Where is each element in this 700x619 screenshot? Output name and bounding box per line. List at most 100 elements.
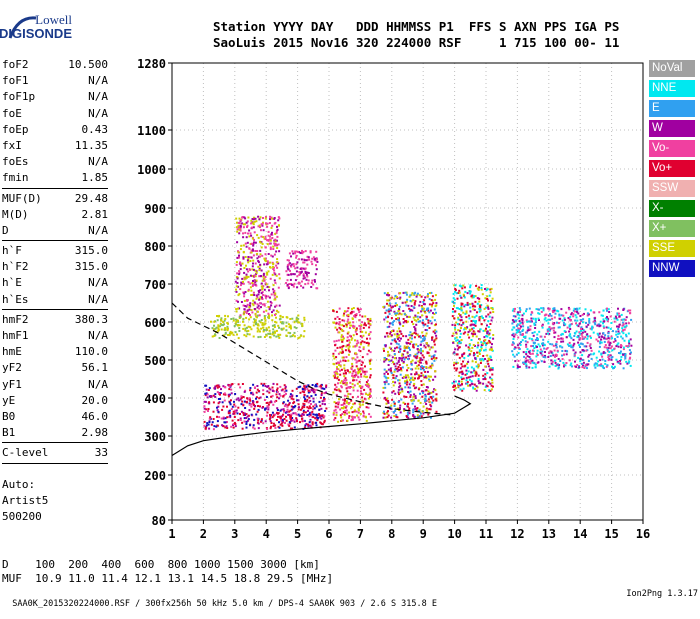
echo-point [273, 400, 276, 403]
echo-point [334, 383, 337, 386]
echo-point [565, 311, 568, 314]
echo-point [483, 307, 486, 310]
echo-point [469, 292, 472, 295]
echo-point [460, 307, 463, 310]
echo-point [305, 400, 308, 403]
echo-point [394, 365, 397, 368]
echo-point [222, 417, 225, 420]
echo-point [387, 350, 389, 353]
echo-point [305, 259, 308, 262]
echo-point [547, 322, 550, 325]
echo-point [402, 321, 405, 324]
echo-point [243, 417, 246, 420]
echo-point [521, 333, 524, 336]
echo-point [251, 242, 254, 245]
echo-point [460, 324, 463, 327]
echo-point [369, 319, 372, 322]
echo-point [239, 314, 242, 317]
echo-point [338, 326, 341, 329]
echo-point [408, 391, 411, 394]
echo-point [550, 362, 553, 365]
echo-point [551, 309, 554, 312]
echo-point [419, 357, 422, 360]
echo-point [356, 382, 359, 385]
param-value: 110.0 [74, 345, 108, 359]
echo-point [277, 262, 280, 265]
echo-point [214, 327, 217, 330]
echo-point [607, 308, 610, 311]
echo-point [394, 302, 397, 305]
echo-point [385, 398, 387, 401]
echo-point [239, 248, 242, 251]
echo-point [298, 321, 301, 324]
echo-point [549, 355, 552, 357]
echo-point [212, 410, 215, 413]
echo-point [244, 329, 247, 332]
echo-point [269, 246, 272, 249]
echo-point [307, 409, 309, 412]
echo-point [346, 336, 349, 339]
echo-point [253, 274, 256, 277]
echo-point [239, 316, 242, 319]
echo-point [273, 334, 276, 337]
echo-point [360, 360, 363, 363]
param-row: hmF1 N/A [2, 328, 108, 344]
echo-point [279, 394, 282, 397]
echo-point [355, 327, 358, 330]
echo-point [469, 375, 472, 378]
echo-point [271, 390, 274, 392]
autoscaling-info: Auto: Artist5 500200 [2, 477, 48, 525]
echo-point [383, 381, 386, 384]
echo-point [222, 321, 225, 324]
echo-point [386, 412, 389, 415]
echo-point [474, 344, 476, 347]
echo-point [257, 328, 260, 331]
echo-point [417, 320, 420, 323]
echo-point [362, 334, 365, 337]
echo-point [619, 362, 622, 365]
echo-point [534, 319, 537, 322]
echo-point [386, 293, 388, 296]
echo-point [248, 397, 251, 400]
echo-point [423, 336, 426, 339]
echo-point [302, 273, 305, 276]
echo-point [551, 322, 554, 325]
echo-point [267, 326, 270, 329]
echo-point [487, 326, 490, 328]
param-row: fxI 11.35 [2, 138, 108, 154]
echo-point [390, 347, 392, 350]
echo-point [280, 419, 283, 422]
echo-point [255, 272, 258, 275]
echo-point [245, 245, 248, 248]
echo-point [544, 313, 547, 316]
echo-point [538, 319, 540, 321]
echo-point [464, 290, 467, 293]
echo-point [357, 372, 360, 375]
echo-point [564, 323, 567, 326]
echo-point [409, 394, 412, 397]
echo-point [519, 327, 522, 330]
echo-point [515, 325, 518, 327]
echo-point [555, 340, 558, 343]
echo-point [414, 353, 417, 356]
echo-point [312, 283, 315, 286]
echo-point [302, 419, 305, 422]
echo-point [289, 332, 292, 335]
echo-point [593, 320, 596, 322]
echo-point [212, 418, 215, 420]
echo-point [319, 414, 322, 417]
echo-point [410, 360, 413, 363]
echo-point [399, 368, 402, 371]
echo-point [551, 317, 554, 320]
echo-point [573, 342, 576, 345]
echo-point [282, 395, 285, 397]
echo-point [486, 335, 489, 338]
echo-point [208, 427, 211, 430]
echo-point [387, 364, 390, 366]
echo-point [276, 235, 279, 238]
echo-point [269, 218, 271, 221]
echo-point [284, 385, 287, 388]
echo-point [344, 369, 347, 372]
echo-point [553, 316, 556, 319]
echo-point [295, 395, 298, 397]
